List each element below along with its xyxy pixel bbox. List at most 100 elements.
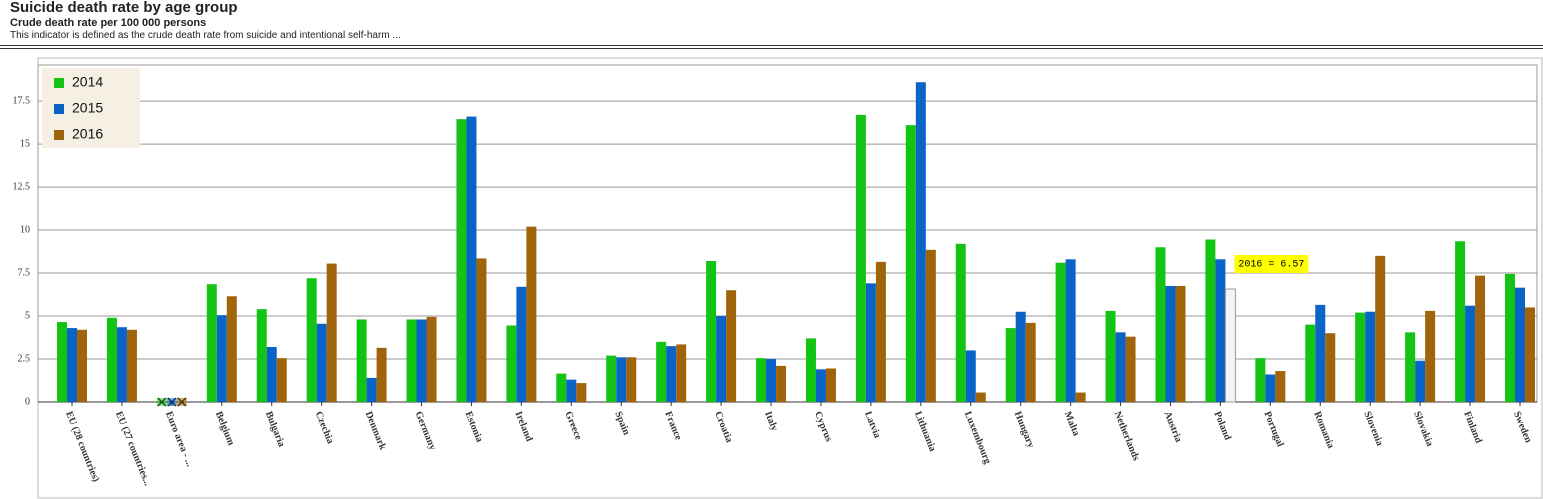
missing-marker-bg (166, 398, 177, 406)
bar (376, 347, 387, 402)
bar (1425, 310, 1436, 402)
bar (516, 286, 527, 402)
y-tick-label: 15 (20, 138, 30, 149)
bar (416, 319, 427, 402)
bar (77, 329, 87, 402)
x-tick-group: Ireland (512, 410, 534, 444)
x-tick-group: France (662, 410, 684, 442)
x-tick-label: Germany (413, 410, 438, 452)
divider (0, 48, 1543, 49)
bar (666, 346, 677, 402)
y-tick-label: 0 (25, 396, 30, 407)
bar (126, 329, 137, 402)
x-tick-label: Italy (762, 410, 780, 433)
bar (805, 338, 816, 402)
bar (566, 379, 577, 402)
bar (656, 341, 667, 402)
bar (865, 283, 876, 402)
x-tick-group: Netherlands (1112, 410, 1142, 463)
x-tick-group: Denmark (363, 410, 389, 452)
bar (1015, 311, 1026, 402)
x-tick-group: Lithuania (912, 410, 938, 453)
bar (1475, 275, 1486, 402)
bar (1265, 374, 1276, 402)
x-tick-label: Lithuania (912, 410, 938, 453)
x-tick-label: Belgium (213, 410, 237, 448)
bar (855, 114, 866, 402)
bar (356, 319, 367, 402)
bar (925, 249, 936, 402)
y-tick-label: 12.5 (13, 181, 31, 192)
bar (1215, 259, 1226, 402)
bar (1375, 255, 1386, 402)
bar (216, 315, 227, 402)
x-tick-group: Czechia (313, 410, 336, 446)
x-tick-group: Euro area - ... (163, 410, 195, 469)
bar (576, 383, 587, 402)
x-tick-label: Slovakia (1411, 410, 1435, 448)
bar (756, 358, 767, 402)
bar (1115, 332, 1126, 402)
bar (276, 358, 287, 402)
divider (0, 45, 1543, 46)
bar (905, 125, 916, 402)
x-tick-group: Italy (762, 410, 780, 433)
x-tick-label: Sweden (1511, 410, 1534, 445)
x-tick-group: Belgium (213, 410, 237, 448)
bar (1305, 324, 1316, 402)
x-tick-label: Greece (562, 410, 584, 442)
x-tick-label: Latvia (862, 410, 883, 440)
x-tick-label: Spain (612, 410, 632, 437)
x-tick-group: Greece (562, 410, 584, 442)
chart-frame (37, 57, 1543, 499)
x-tick-group: EU (28 countries) (63, 410, 101, 484)
x-tick-label: Bulgaria (263, 410, 287, 449)
bar (1065, 259, 1076, 402)
bar (626, 357, 637, 402)
x-tick-group: Romania (1311, 410, 1336, 450)
bar (206, 284, 217, 402)
bar (1255, 358, 1266, 402)
bar (1205, 239, 1216, 402)
bar (1405, 332, 1416, 402)
bar (915, 82, 926, 402)
x-tick-group: Portugal (1261, 410, 1285, 449)
x-tick-label: Czechia (313, 410, 336, 446)
x-tick-group: Finland (1461, 410, 1484, 445)
bar (1505, 273, 1515, 402)
bar (766, 359, 777, 402)
bar (466, 116, 477, 402)
x-tick-group: Spain (612, 410, 632, 437)
bar (1105, 310, 1116, 402)
x-tick-group: Luxembourg (962, 410, 993, 466)
bar (1415, 360, 1426, 402)
x-tick-group: Slovenia (1361, 410, 1385, 448)
x-tick-label: Romania (1311, 410, 1336, 450)
bar (256, 309, 267, 402)
tooltip-box (1234, 255, 1309, 273)
bar (1315, 304, 1326, 402)
bar (1355, 312, 1366, 402)
y-tick-label: 17.5 (13, 95, 31, 106)
bar (1175, 285, 1186, 402)
x-tick-label: France (662, 410, 684, 442)
missing-marker-bg (176, 398, 187, 406)
x-tick-group: Cyprus (812, 410, 834, 444)
x-tick-group: Hungary (1012, 410, 1037, 450)
x-tick-group: Austria (1162, 410, 1184, 444)
bar (506, 325, 517, 402)
bar (955, 243, 966, 402)
x-tick-group: Germany (413, 410, 438, 452)
bar (456, 119, 467, 403)
legend-swatch (54, 130, 64, 140)
bar (476, 258, 487, 402)
y-tick-label: 2.5 (18, 353, 31, 364)
chart-description: This indicator is defined as the crude d… (10, 30, 401, 41)
bar (116, 327, 127, 402)
legend-swatch (54, 78, 64, 88)
bar (1025, 322, 1036, 402)
bar (316, 323, 327, 402)
bar (1155, 247, 1166, 402)
x-tick-label: Estonia (463, 410, 485, 444)
